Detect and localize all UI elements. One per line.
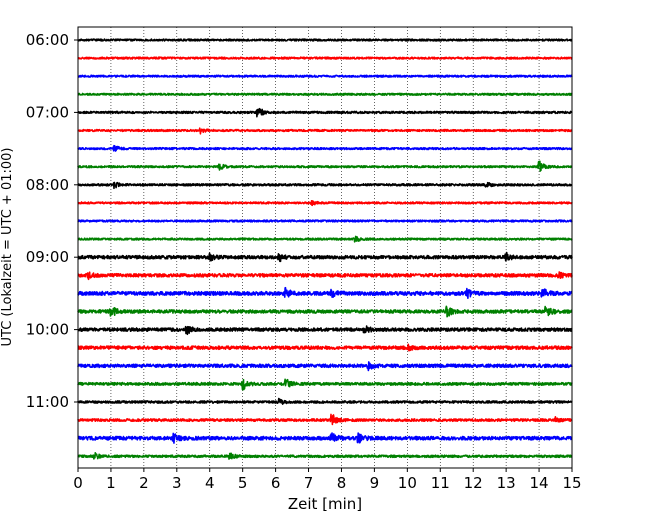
trace-0800: [77, 181, 573, 190]
x-axis-ticks: 0 1 2 3 4 5 6 7 8 9 10 11 12 13 14 15: [73, 468, 582, 492]
x-tick-label: 14: [530, 474, 549, 492]
x-tick-label: 2: [139, 474, 149, 492]
trace-0915: [77, 271, 573, 281]
y-tick-label: 09:00: [26, 248, 69, 266]
trace-0815: [77, 199, 573, 207]
x-tick-label: 15: [562, 474, 581, 492]
x-tick-label: 11: [431, 474, 450, 492]
y-axis-ticks: 06:00 07:00 08:00 09:00 10:00 11:00: [26, 31, 78, 411]
x-tick-label: 9: [370, 474, 380, 492]
x-tick-label: 10: [398, 474, 417, 492]
x-tick-label: 1: [106, 474, 116, 492]
trace-0730: [77, 144, 573, 152]
trace-1045: [77, 378, 573, 391]
trace-0930: [77, 286, 573, 300]
trace-0630: [77, 74, 573, 78]
x-tick-label: 6: [271, 474, 281, 492]
trace-0700: [77, 107, 573, 118]
trace-0945: [77, 305, 573, 318]
y-tick-label: 07:00: [26, 103, 69, 121]
x-tick-label: 4: [205, 474, 215, 492]
x-tick-label: 3: [172, 474, 182, 492]
y-axis-label: UTC (Lokalzeit = UTC + 01:00): [0, 148, 15, 347]
y-tick-label: 11:00: [26, 393, 69, 411]
y-tick-label: 08:00: [26, 176, 69, 194]
y-tick-label: 06:00: [26, 31, 69, 49]
x-axis-label: Zeit [min]: [288, 495, 362, 513]
plot-frame: [77, 26, 573, 469]
trace-1015: [77, 343, 573, 352]
trace-0745: [77, 160, 573, 172]
x-tick-label: 13: [497, 474, 516, 492]
trace-0830: [77, 219, 573, 223]
trace-1130: [77, 432, 573, 444]
trace-1000: [77, 325, 573, 336]
trace-1030: [77, 361, 573, 372]
trace-0615: [77, 56, 573, 60]
trace-0600: [77, 38, 573, 42]
x-tick-label: 7: [304, 474, 314, 492]
trace-1145: [77, 452, 573, 460]
trace-0715: [77, 127, 573, 135]
trace-0645: [77, 92, 573, 96]
trace-0900: [77, 251, 573, 263]
x-tick-label: 8: [337, 474, 347, 492]
trace-0845: [77, 235, 573, 243]
trace-1100: [77, 397, 573, 406]
seismic-traces: [77, 38, 573, 460]
trace-1115: [77, 413, 573, 426]
y-tick-label: 10:00: [26, 321, 69, 339]
x-tick-label: 12: [464, 474, 483, 492]
x-tick-label: 5: [238, 474, 248, 492]
x-tick-label: 0: [73, 474, 83, 492]
